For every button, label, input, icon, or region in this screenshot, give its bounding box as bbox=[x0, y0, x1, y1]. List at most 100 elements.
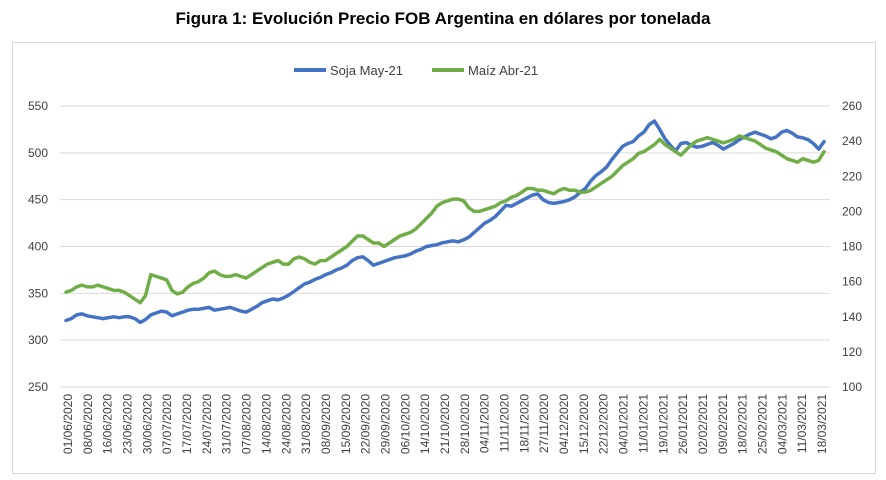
data-point-maiz bbox=[150, 274, 151, 275]
x-tick-label: 11/01/2021 bbox=[636, 394, 650, 453]
data-point-maiz bbox=[765, 148, 766, 149]
data-point-soja bbox=[182, 312, 183, 313]
data-point-maiz bbox=[341, 249, 342, 250]
data-point-soja bbox=[712, 142, 713, 143]
data-point-maiz bbox=[808, 160, 809, 161]
data-point-soja bbox=[118, 317, 119, 318]
x-tick-label: 16/06/2020 bbox=[101, 394, 115, 454]
data-point-soja bbox=[686, 142, 687, 143]
x-tick-label: 18/11/2020 bbox=[517, 394, 531, 453]
x-tick-label: 11/03/2021 bbox=[795, 394, 809, 453]
data-point-soja bbox=[532, 194, 533, 195]
data-point-soja bbox=[410, 253, 411, 254]
data-point-soja bbox=[399, 256, 400, 257]
data-point-soja bbox=[235, 309, 236, 310]
data-point-maiz bbox=[415, 228, 416, 229]
data-point-soja bbox=[802, 137, 803, 138]
data-point-soja bbox=[792, 133, 793, 134]
data-point-soja bbox=[638, 135, 639, 136]
data-point-soja bbox=[622, 146, 623, 147]
x-tick-label: 31/08/2020 bbox=[299, 394, 313, 454]
data-point-maiz bbox=[368, 239, 369, 240]
data-point-maiz bbox=[521, 192, 522, 193]
y-right-tick-label: 260 bbox=[842, 99, 862, 113]
data-point-soja bbox=[585, 188, 586, 189]
y-right-tick-label: 160 bbox=[842, 275, 862, 289]
data-point-maiz bbox=[611, 176, 612, 177]
data-point-maiz bbox=[442, 202, 443, 203]
data-point-maiz bbox=[124, 292, 125, 293]
data-point-soja bbox=[765, 135, 766, 136]
data-point-maiz bbox=[410, 232, 411, 233]
data-point-soja bbox=[627, 143, 628, 144]
x-tick-label: 01/06/2020 bbox=[61, 394, 75, 454]
data-point-maiz bbox=[336, 253, 337, 254]
x-tick-label: 30/06/2020 bbox=[140, 394, 154, 454]
data-point-maiz bbox=[723, 142, 724, 143]
data-point-soja bbox=[431, 245, 432, 246]
x-tick-label: 18/02/2021 bbox=[736, 394, 750, 454]
data-point-maiz bbox=[267, 264, 268, 265]
data-point-maiz bbox=[293, 258, 294, 259]
data-point-maiz bbox=[315, 264, 316, 265]
data-point-soja bbox=[304, 283, 305, 284]
data-point-soja bbox=[415, 251, 416, 252]
data-point-maiz bbox=[65, 292, 66, 293]
x-tick-label: 17/07/2020 bbox=[180, 394, 194, 454]
data-point-soja bbox=[150, 314, 151, 315]
data-point-maiz bbox=[654, 144, 655, 145]
data-point-soja bbox=[484, 223, 485, 224]
data-point-soja bbox=[267, 300, 268, 301]
data-point-maiz bbox=[288, 264, 289, 265]
data-point-maiz bbox=[675, 151, 676, 152]
y-left-tick-label: 400 bbox=[28, 240, 48, 254]
data-point-soja bbox=[808, 139, 809, 140]
data-point-maiz bbox=[500, 202, 501, 203]
data-point-soja bbox=[336, 269, 337, 270]
data-point-soja bbox=[230, 307, 231, 308]
data-point-soja bbox=[81, 313, 82, 314]
data-point-maiz bbox=[383, 246, 384, 247]
data-point-soja bbox=[447, 241, 448, 242]
y-right-tick-label: 100 bbox=[842, 380, 862, 394]
data-point-maiz bbox=[235, 274, 236, 275]
data-point-maiz bbox=[601, 183, 602, 184]
series-line-soja bbox=[64, 119, 826, 325]
data-point-soja bbox=[65, 320, 66, 321]
data-point-maiz bbox=[649, 148, 650, 149]
data-point-maiz bbox=[198, 281, 199, 282]
data-point-maiz bbox=[277, 260, 278, 261]
chart-title: Figura 1: Evolución Precio FOB Argentina… bbox=[175, 9, 711, 28]
data-point-maiz bbox=[770, 149, 771, 150]
data-point-soja bbox=[490, 220, 491, 221]
data-point-maiz bbox=[145, 295, 146, 296]
y-right-tick-label: 200 bbox=[842, 204, 862, 218]
data-point-soja bbox=[617, 152, 618, 153]
data-point-maiz bbox=[436, 206, 437, 207]
data-point-soja bbox=[76, 314, 77, 315]
data-point-soja bbox=[129, 316, 130, 317]
x-tick-label: 04/12/2020 bbox=[557, 394, 571, 454]
data-point-soja bbox=[124, 316, 125, 317]
data-point-maiz bbox=[606, 179, 607, 180]
data-point-maiz bbox=[776, 151, 777, 152]
data-point-soja bbox=[521, 200, 522, 201]
data-point-maiz bbox=[171, 290, 172, 291]
data-point-maiz bbox=[224, 276, 225, 277]
data-point-maiz bbox=[320, 260, 321, 261]
data-point-maiz bbox=[633, 158, 634, 159]
data-point-maiz bbox=[707, 137, 708, 138]
data-point-soja bbox=[113, 316, 114, 317]
data-point-soja bbox=[87, 315, 88, 316]
data-point-soja bbox=[463, 239, 464, 240]
y-right-tick-label: 180 bbox=[842, 240, 862, 254]
data-point-maiz bbox=[760, 144, 761, 145]
data-point-soja bbox=[346, 265, 347, 266]
data-point-maiz bbox=[670, 148, 671, 149]
x-tick-label: 04/01/2021 bbox=[617, 394, 631, 454]
data-point-soja bbox=[680, 143, 681, 144]
data-point-maiz bbox=[182, 292, 183, 293]
data-point-soja bbox=[511, 206, 512, 207]
